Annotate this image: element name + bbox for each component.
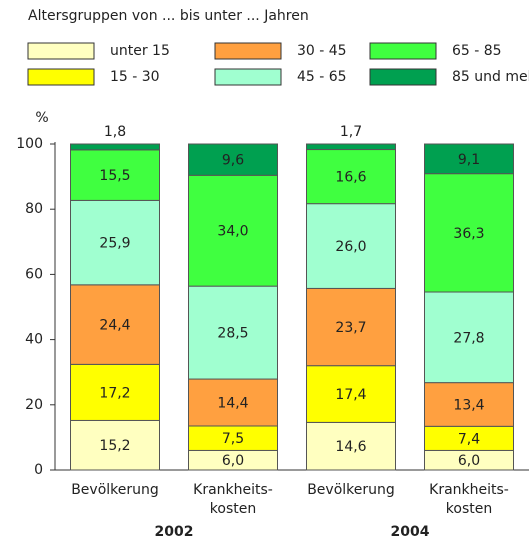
value-label: 17,4 — [335, 387, 366, 403]
value-label: 1,8 — [104, 124, 126, 140]
bar-segment — [424, 173, 514, 293]
legend-label: 30 - 45 — [297, 43, 347, 59]
legend-swatch — [27, 42, 95, 60]
value-label: 7,4 — [458, 431, 480, 447]
y-tick-label: 80 — [25, 201, 43, 217]
bar-segment — [306, 365, 396, 423]
value-label: 15,2 — [99, 438, 130, 454]
value-label: 6,0 — [458, 453, 480, 469]
value-label: 7,5 — [222, 431, 244, 447]
x-tick-label: Krankheits-kosten — [193, 482, 273, 517]
value-label: 25,9 — [99, 236, 130, 252]
bar-segment — [188, 143, 278, 176]
value-label: 14,6 — [335, 439, 366, 455]
value-label: 13,4 — [453, 397, 484, 413]
bar-segment — [70, 284, 160, 365]
bar-segment — [188, 285, 278, 380]
bar-segment — [306, 421, 396, 471]
value-label: 24,4 — [99, 318, 130, 334]
legend-swatch — [214, 42, 282, 60]
bar-segment — [424, 143, 514, 175]
value-label: 23,7 — [335, 320, 366, 336]
value-label: 9,6 — [222, 153, 244, 169]
legend-label: 45 - 65 — [297, 69, 347, 85]
value-label: 15,5 — [99, 168, 130, 184]
bar-segment — [424, 425, 514, 451]
legend-title: Altersgruppen von ... bis unter ... Jahr… — [28, 8, 309, 24]
bar-segment — [70, 363, 160, 421]
value-label: 14,4 — [217, 396, 248, 412]
y-axis-label: % — [35, 110, 48, 126]
bar-segment — [306, 143, 396, 151]
value-label: 34,0 — [217, 224, 248, 240]
x-tick-label: Bevölkerung — [71, 482, 159, 498]
y-tick-label: 40 — [25, 332, 43, 348]
legend-swatch — [369, 42, 437, 60]
legend-label: unter 15 — [110, 43, 170, 59]
y-tick-label: 20 — [25, 397, 43, 413]
legend-swatch — [27, 68, 95, 86]
bar-segment — [188, 174, 278, 287]
value-label: 6,0 — [222, 453, 244, 469]
y-tick-label: 0 — [34, 462, 43, 478]
y-tick-label: 60 — [25, 266, 43, 282]
group-label: 2002 — [155, 524, 194, 540]
value-label: 9,1 — [458, 152, 480, 168]
bar-segment — [424, 382, 514, 427]
value-label: 36,3 — [453, 226, 484, 242]
legend-swatch — [214, 68, 282, 86]
legend-label: 85 und mehr — [452, 69, 529, 85]
y-tick-label: 100 — [16, 136, 43, 152]
bar-segment — [70, 419, 160, 471]
legend-label: 65 - 85 — [452, 43, 502, 59]
bar-segment — [424, 291, 514, 384]
legend-swatch — [369, 68, 437, 86]
bar-segment — [70, 199, 160, 286]
value-label: 1,7 — [340, 124, 362, 140]
value-label: 28,5 — [217, 326, 248, 342]
value-label: 27,8 — [453, 330, 484, 346]
x-tick-label: Krankheits-kosten — [429, 482, 509, 517]
bar-segment — [70, 143, 160, 151]
bar-segment — [306, 287, 396, 367]
bar-segment — [306, 149, 396, 205]
bar-segment — [70, 149, 160, 201]
value-label: 26,0 — [335, 239, 366, 255]
value-label: 16,6 — [335, 170, 366, 186]
value-label: 17,2 — [99, 385, 130, 401]
group-label: 2004 — [391, 524, 430, 540]
x-tick-label: Bevölkerung — [307, 482, 395, 498]
legend-label: 15 - 30 — [110, 69, 160, 85]
